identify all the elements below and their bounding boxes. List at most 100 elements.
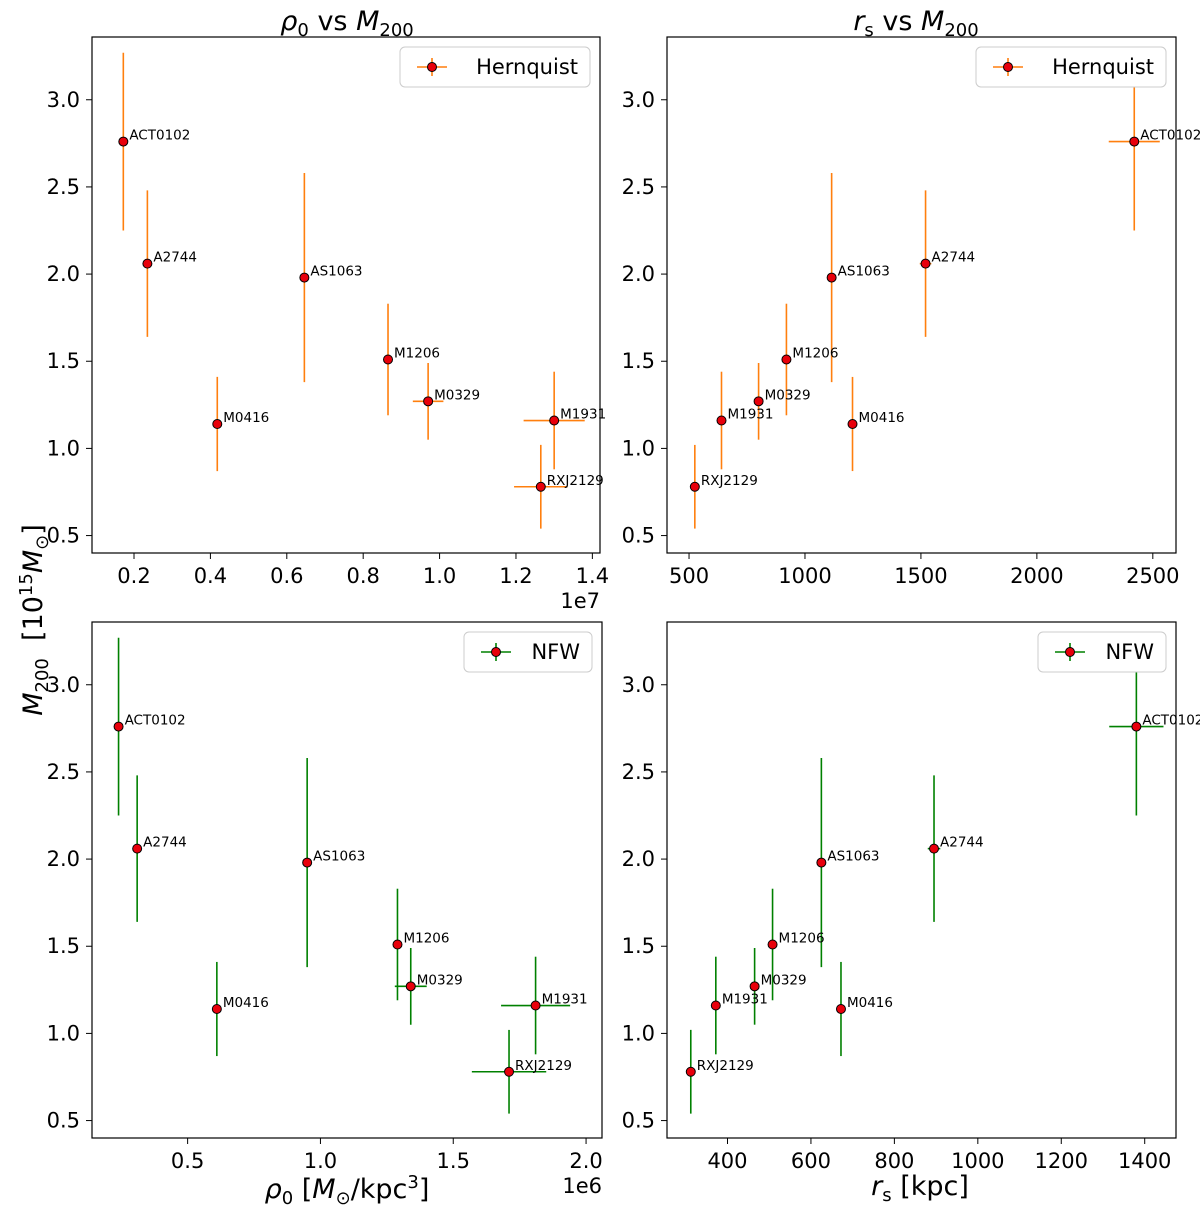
x-tick-label: 0.5 xyxy=(171,1149,204,1173)
data-point-rxj2129: RXJ2129 xyxy=(685,1029,754,1114)
point-label: RXJ2129 xyxy=(701,473,758,489)
x-tick-label: 1.4 xyxy=(576,564,609,588)
point-label: M0416 xyxy=(223,410,269,426)
y-tick-label: 0.5 xyxy=(622,524,655,548)
data-point-as1063: AS1063 xyxy=(816,757,880,968)
data-point-a2744: A2744 xyxy=(919,190,975,337)
data-point-rxj2129: RXJ2129 xyxy=(514,444,604,529)
legend-box xyxy=(1037,631,1167,673)
point-label: A2744 xyxy=(143,835,187,851)
marker xyxy=(826,272,837,283)
legend: Hernquist xyxy=(399,46,591,88)
data-point-m0416: M0416 xyxy=(212,376,269,472)
marker xyxy=(423,396,434,407)
marker xyxy=(118,136,129,147)
point-label: M1206 xyxy=(779,931,825,947)
legend-marker xyxy=(1065,647,1075,657)
marker xyxy=(835,1004,846,1014)
point-label: ACT0102 xyxy=(1142,713,1200,729)
marker xyxy=(535,481,546,492)
x-tick-label: 2000 xyxy=(1010,564,1063,588)
legend-box xyxy=(399,46,591,88)
marker xyxy=(392,939,403,950)
point-label: M1931 xyxy=(560,407,606,423)
point-label: M1931 xyxy=(542,992,588,1008)
point-label: A2744 xyxy=(153,250,197,266)
y-tick-label: 2.0 xyxy=(47,847,80,871)
data-point-m0416: M0416 xyxy=(211,961,269,1057)
marker xyxy=(716,415,727,426)
point-label: M0416 xyxy=(859,410,905,426)
y-tick-label: 2.5 xyxy=(47,760,80,784)
point-label: M0416 xyxy=(847,995,893,1011)
data-point-m1206: M1206 xyxy=(392,888,449,1001)
marker xyxy=(405,981,416,992)
point-label: M0329 xyxy=(417,972,463,988)
point-label: M1206 xyxy=(792,346,838,362)
point-label: M0416 xyxy=(223,995,269,1011)
xlabel-nfw-rs: rs [kpc] xyxy=(871,1171,969,1206)
axes-frame xyxy=(91,621,603,1139)
marker xyxy=(781,354,792,365)
y-tick-label: 0.5 xyxy=(47,524,80,548)
point-label: AS1063 xyxy=(827,849,879,865)
legend-marker xyxy=(491,647,501,657)
marker xyxy=(383,354,394,365)
panel-nfw_rho: 0.5 1.0 1.5 2.0 0.5 1.0 1.5 2.0 2.5 3.0 1e6 ACT0102… xyxy=(47,621,603,1198)
point-label: RXJ2129 xyxy=(515,1058,572,1074)
data-point-m0329: M0329 xyxy=(749,947,807,1025)
y-tick-label: 1.5 xyxy=(622,349,655,373)
point-label: RXJ2129 xyxy=(697,1058,754,1074)
marker xyxy=(549,415,560,426)
title-hern-rs: rs vs M200 xyxy=(853,6,978,41)
data-point-rxj2129: RXJ2129 xyxy=(689,444,758,529)
marker xyxy=(211,1004,222,1014)
x-tick-label: 500 xyxy=(669,564,709,588)
marker xyxy=(302,857,313,868)
legend: NFW xyxy=(1037,631,1167,673)
x-tick-label: 0.6 xyxy=(270,564,303,588)
legend: NFW xyxy=(463,631,593,673)
axes-frame xyxy=(666,621,1177,1139)
x-tick-label: 1.0 xyxy=(304,1149,337,1173)
y-tick-label: 0.5 xyxy=(622,1109,655,1133)
x-tick-label: 600 xyxy=(791,1149,831,1173)
point-label: A2744 xyxy=(940,835,984,851)
data-point-act0102: ACT0102 xyxy=(113,637,186,816)
legend-marker xyxy=(427,62,437,72)
marker xyxy=(132,843,143,854)
data-point-m1931: M1931 xyxy=(501,956,588,1055)
axes-frame xyxy=(666,36,1177,554)
y-tick-label: 3.0 xyxy=(47,673,80,697)
data-point-m0416: M0416 xyxy=(835,961,893,1057)
y-tick-label: 1.5 xyxy=(622,934,655,958)
data-point-act0102: ACT0102 xyxy=(1108,52,1200,231)
panel-nfw_rs: 400 600 800 1000 1200 1400 0.5 1.0 1.5 2.0 2.5 3.0 A… xyxy=(622,621,1200,1173)
y-tick-label: 1.0 xyxy=(622,1021,655,1045)
point-label: AS1063 xyxy=(313,849,365,865)
legend-label: Hernquist xyxy=(476,55,578,79)
data-point-m1206: M1206 xyxy=(383,303,440,416)
x-tick-label: 1.0 xyxy=(423,564,456,588)
marker xyxy=(816,857,827,868)
data-point-a2744: A2744 xyxy=(927,775,984,922)
data-point-as1063: AS1063 xyxy=(302,757,365,968)
legend-box xyxy=(463,631,593,673)
x-offset-text: 1e6 xyxy=(562,1174,602,1198)
point-label: M0329 xyxy=(765,387,811,403)
data-point-a2744: A2744 xyxy=(142,190,197,337)
y-tick-label: 1.0 xyxy=(47,1021,80,1045)
data-point-m1206: M1206 xyxy=(767,888,825,1001)
x-tick-label: 1200 xyxy=(1035,1149,1088,1173)
marker xyxy=(847,419,858,429)
y-tick-label: 2.0 xyxy=(47,262,80,286)
legend-marker xyxy=(1003,62,1013,72)
shared-ylabel: M200 [1015M⊙] xyxy=(16,524,53,716)
x-tick-label: 1500 xyxy=(894,564,947,588)
marker xyxy=(1129,136,1140,147)
marker xyxy=(767,939,778,950)
data-point-rxj2129: RXJ2129 xyxy=(471,1029,572,1114)
y-tick-label: 1.5 xyxy=(47,934,80,958)
legend-label: NFW xyxy=(531,640,580,664)
